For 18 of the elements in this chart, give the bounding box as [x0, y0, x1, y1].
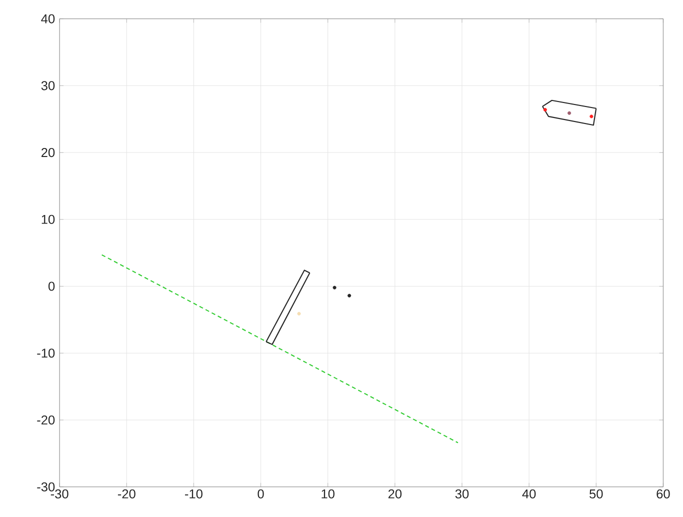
y-tick-label: -20: [37, 416, 55, 425]
x-tick-label: -30: [50, 490, 68, 499]
y-tick-label: 0: [48, 282, 55, 292]
y-tick-label: -10: [37, 348, 55, 358]
x-tick-label: -20: [118, 490, 136, 499]
x-tick-label: 20: [388, 490, 402, 499]
x-tick-label: 10: [322, 490, 334, 499]
x-tick-label: 0: [258, 490, 264, 499]
y-tick-label: -30: [37, 482, 55, 492]
x-tick-label: 30: [455, 490, 469, 499]
y-tick-label: 40: [41, 14, 55, 24]
x-tick-label: -10: [185, 490, 202, 499]
x-tick-label: 50: [590, 490, 603, 499]
y-tick-label: 20: [42, 148, 55, 158]
y-tick-label: 30: [41, 81, 55, 90]
x-tick-label: 40: [522, 490, 536, 499]
y-tick-label: 10: [42, 215, 55, 224]
x-tick-label: 60: [656, 490, 670, 499]
